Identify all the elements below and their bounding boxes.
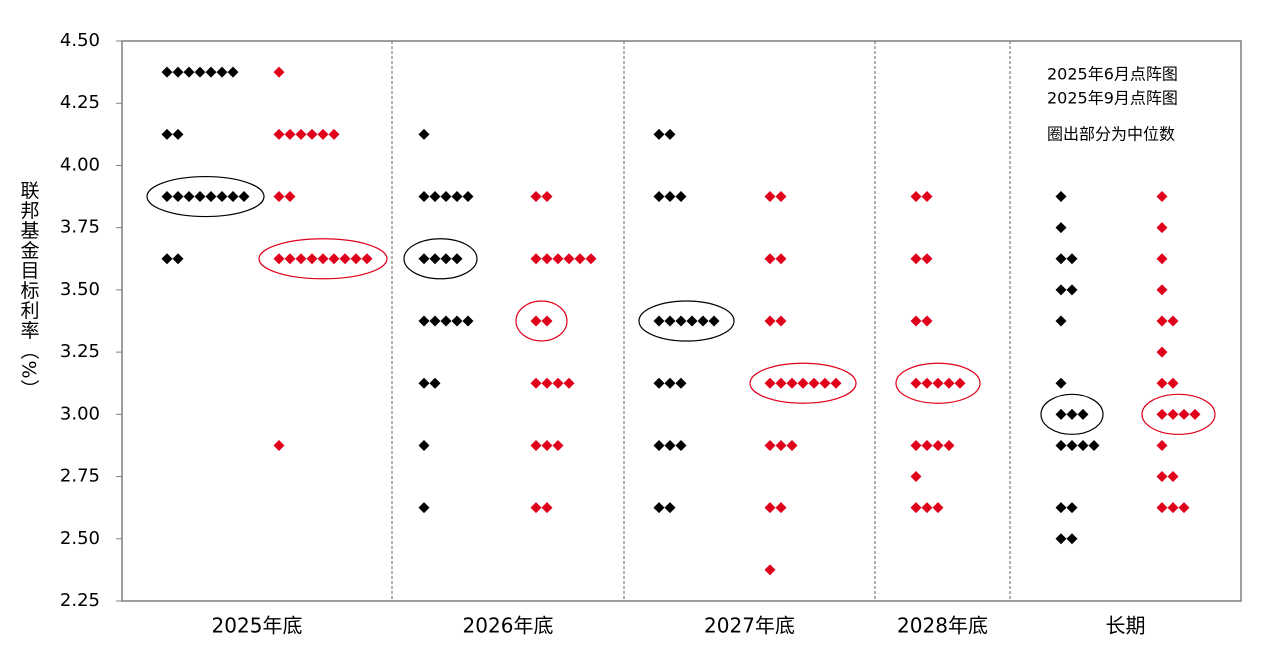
median-circle: [1040, 393, 1104, 435]
dot-group: [1055, 253, 1078, 265]
y-tick-label: 3.25: [60, 341, 100, 362]
dot-group: [1156, 222, 1168, 234]
dot-group: [1156, 439, 1168, 451]
y-tick-label: 4.00: [60, 154, 100, 175]
dot-group: [910, 253, 933, 265]
x-tick-label: 2027年底: [704, 614, 795, 638]
dot-group: [273, 439, 285, 451]
median-circle: [515, 300, 568, 342]
dot-group: [1055, 377, 1067, 389]
dot-group: [530, 439, 564, 451]
dot-group: [764, 315, 787, 327]
dot-group: [418, 253, 463, 265]
y-tick-label: 2.50: [60, 528, 100, 549]
dot-group: [530, 502, 553, 514]
dot-group: [273, 66, 285, 78]
dot-group: [161, 253, 184, 265]
dot-group: [910, 377, 966, 389]
legend-label: 2025年9月点阵图: [1047, 89, 1178, 108]
median-circle: [638, 300, 735, 342]
dot-group: [1156, 284, 1168, 296]
dot-group: [1156, 315, 1179, 327]
x-tick-label: 长期: [1106, 614, 1146, 638]
dot-group: [1156, 502, 1190, 514]
dot-group: [1156, 377, 1179, 389]
dot-group: [653, 502, 676, 514]
dot-group: [764, 377, 842, 389]
dot-group: [1055, 502, 1078, 514]
dot-group: [1156, 253, 1168, 265]
dot-group: [764, 191, 787, 203]
legend-label: 2025年6月点阵图: [1047, 65, 1178, 84]
plot-frame: [121, 40, 1242, 602]
dot-group: [273, 128, 340, 140]
dot-group: [530, 315, 553, 327]
dot-group: [530, 191, 553, 203]
dot-group: [418, 439, 430, 451]
y-axis-label: 联邦基金目标利率（%）: [18, 180, 40, 399]
median-circle: [1141, 393, 1216, 435]
dot-group: [1156, 191, 1168, 203]
dot-group: [1156, 471, 1179, 483]
dot-group: [910, 191, 933, 203]
dot-group: [653, 191, 687, 203]
dot-group: [910, 471, 922, 483]
dot-group: [653, 128, 676, 140]
dot-group: [1055, 284, 1078, 296]
dot-group: [910, 315, 933, 327]
dot-group: [764, 439, 798, 451]
dot-group: [418, 128, 430, 140]
y-tick-label: 4.50: [60, 30, 100, 51]
dot-group: [161, 66, 239, 78]
dot-group: [653, 377, 687, 389]
dot-group: [910, 439, 955, 451]
dot-group: [530, 253, 597, 265]
dot-group: [1055, 439, 1100, 451]
dot-group: [1156, 346, 1168, 358]
x-tick-label: 2025年底: [212, 614, 303, 638]
dot-group: [1055, 408, 1089, 420]
dot-group: [764, 564, 776, 576]
dot-group: [1156, 408, 1201, 420]
dot-group: [1055, 533, 1078, 545]
median-circle: [749, 362, 857, 404]
y-tick-label: 4.25: [60, 92, 100, 113]
y-tick-label: 3.00: [60, 403, 100, 424]
dot-group: [1055, 191, 1067, 203]
dot-group: [530, 377, 575, 389]
x-tick-label: 2026年底: [463, 614, 554, 638]
dot-group: [161, 191, 250, 203]
median-circle: [146, 175, 265, 218]
x-tick-label: 2028年底: [897, 614, 988, 638]
y-tick-label: 2.75: [60, 466, 100, 487]
dot-group: [653, 439, 687, 451]
dot-group: [910, 502, 944, 514]
median-circle: [403, 238, 478, 280]
dot-group: [1055, 222, 1067, 234]
dot-group: [273, 253, 373, 265]
median-circle: [895, 362, 981, 404]
dot-group: [418, 377, 441, 389]
dot-group: [418, 191, 474, 203]
y-tick-label: 3.50: [60, 279, 100, 300]
y-tick-label: 2.25: [60, 590, 100, 611]
dot-group: [418, 502, 430, 514]
dot-group: [1055, 315, 1067, 327]
y-tick-label: 3.75: [60, 217, 100, 238]
dot-group: [653, 315, 720, 327]
dot-group: [764, 253, 787, 265]
dot-group: [418, 315, 474, 327]
dot-group: [764, 502, 787, 514]
dot-group: [273, 191, 296, 203]
dot-group: [161, 128, 184, 140]
median-circle: [258, 238, 388, 280]
annotation: 圈出部分为中位数: [1047, 125, 1175, 144]
